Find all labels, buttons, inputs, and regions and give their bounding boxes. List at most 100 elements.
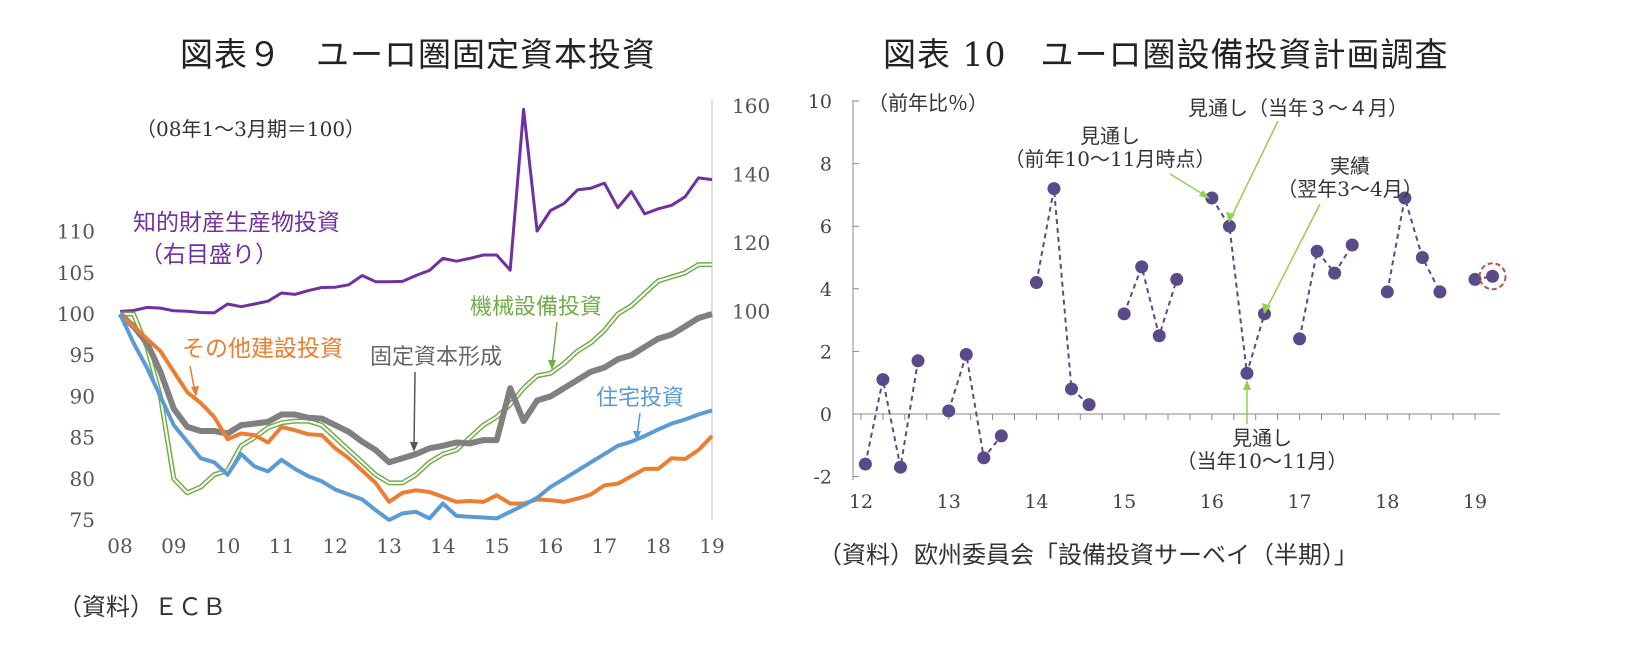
chart2-point [858, 457, 872, 471]
chart1-right-tick-label: 160 [732, 94, 770, 118]
chart2-annot-curr-arrow [1226, 212, 1235, 223]
chart1-right-tick-label: 140 [732, 163, 770, 187]
chart2-point [1486, 269, 1500, 283]
chart1-left-tick-label: 85 [70, 426, 95, 450]
chart2-point [1240, 366, 1254, 380]
chart2-x-tick-label: 19 [1463, 491, 1487, 513]
chart2-point [1135, 260, 1149, 274]
chart2-point [942, 404, 956, 418]
chart2-source: （資料）欧州委員会「設備投資サーベイ（半期）」 [818, 541, 1358, 569]
chart1-x-tick-label: 18 [645, 534, 670, 558]
chart2-dashed-line-4 [1211, 197, 1266, 374]
chart2-annot-actual-line2: （翌年3～4月） [1277, 177, 1422, 201]
chart2-point [1398, 191, 1412, 205]
chart2-annot-autumn-line2: （当年10～11月） [1177, 449, 1348, 473]
chart2-annot-autumn-line1: 見通し [1232, 426, 1292, 450]
chart1-x-tick-label: 13 [376, 534, 401, 558]
chart2-point [1345, 238, 1359, 252]
chart1-label-ip: 知的財産生産物投資 [133, 210, 340, 236]
chart2-annot-autumn-arrow [1243, 380, 1251, 390]
chart2-point [1082, 398, 1096, 412]
chart1-x-tick-label: 14 [430, 534, 455, 558]
chart1-left-tick-label: 110 [57, 220, 95, 244]
chart1-svg: 75 80 85 90 95 100 105 110 100 120 140 160 08 09 10 11 1… [57, 94, 770, 558]
chart1-leader-gfcf [413, 371, 416, 449]
chart2-x-tick-label: 18 [1375, 491, 1399, 513]
chart1-left-tick-label: 105 [57, 261, 95, 285]
chart1-leader-other-arrow [191, 386, 199, 397]
chart2-y-tick-label: 0 [820, 404, 832, 426]
chart2-point [977, 451, 991, 465]
chart2-title: 図表 10 ユーロ圏設備投資計画調査 [883, 35, 1449, 74]
chart2-point [911, 354, 925, 368]
chart2-point [1205, 191, 1219, 205]
chart2-annot-actual-leader [1265, 203, 1321, 311]
chart1-right-tick-label: 120 [732, 231, 770, 255]
chart2-annot-prev-line2: （前年10～11月時点） [1005, 147, 1216, 171]
chart1-x-tick-label: 12 [323, 534, 348, 558]
chart2-dashed-line-2 [1035, 188, 1090, 406]
chart1-left-tick-label: 75 [70, 508, 95, 532]
chart2-annot-prev-arrow [1199, 190, 1210, 199]
chart2-point [959, 348, 973, 362]
chart2-point [1029, 276, 1043, 290]
chart2-y-tick-label: 8 [820, 154, 832, 176]
chart1-subtitle: （08年1～3月期＝100） [136, 117, 365, 141]
chart1-x-tick-label: 16 [538, 534, 563, 558]
chart1-label-machinery: 機械設備投資 [470, 295, 602, 320]
chart2-highlight-circle [1478, 262, 1507, 291]
chart2-point [1222, 219, 1236, 233]
chart2-point [1117, 307, 1131, 321]
chart1-x-tick-label: 19 [699, 534, 724, 558]
chart2-dashed-line-3 [1123, 263, 1178, 340]
chart2-point [1047, 182, 1061, 196]
chart1-series-line-2 [117, 311, 713, 466]
chart2-point [1065, 382, 1079, 396]
chart2-point [876, 373, 890, 387]
chart1-label-other: その他建設投資 [182, 336, 343, 362]
chart1-left-tick-label: 95 [70, 343, 95, 367]
chart1-x-tick-label: 11 [269, 534, 294, 558]
chart2-point [1328, 266, 1342, 280]
chart1-left-tick-label: 80 [70, 467, 95, 491]
chart2-point [1468, 272, 1482, 286]
chart1-x-tick-label: 09 [161, 534, 186, 558]
chart2-x-tick-label: 13 [937, 491, 961, 513]
chart2-dashed-line-1 [947, 354, 1003, 461]
chart2-point [1257, 307, 1271, 321]
chart2-x-tick-label: 12 [849, 491, 873, 513]
chart2-point [1152, 329, 1166, 343]
chart1-label-ip-axis: （右目盛り） [140, 242, 278, 268]
chart2-dashed-line-5 [1298, 244, 1354, 340]
chart2-x-tick-label: 14 [1024, 491, 1048, 513]
chart2-annot-prev-line1: 見通し [1080, 124, 1140, 148]
chart1-source: （資料）ＥＣＢ [58, 593, 226, 621]
chart2-y-tick-label: 6 [820, 216, 832, 238]
chart1-series-line-4 [118, 313, 713, 522]
chart2-x-tick-label: 16 [1200, 491, 1224, 513]
chart2-point [1310, 244, 1324, 258]
chart1-right-tick-label: 100 [732, 300, 770, 324]
chart1-title: 図表９ ユーロ圏固定資本投資 [180, 35, 656, 74]
chart2-x-tick-label: 15 [1112, 491, 1136, 513]
chart2-annot-prev-leader [1169, 173, 1207, 197]
chart2-x-tick-label: 17 [1287, 491, 1311, 513]
chart2-point [1293, 332, 1307, 346]
chart2-annot-curr-leader [1229, 120, 1279, 221]
chart1-x-tick-label: 10 [215, 534, 240, 558]
chart2-y-tick-label: 10 [808, 91, 832, 113]
chart1-series-line-1-inner [120, 263, 712, 494]
chart2-point [1433, 285, 1447, 299]
chart1-x-tick-label: 17 [592, 534, 617, 558]
chart2-annot-actual-line1: 実績 [1330, 154, 1370, 178]
chart2-dashed-line-0 [864, 360, 919, 468]
chart2-annot-curr: 見通し（当年３～４月） [1188, 96, 1408, 120]
chart2-point [1170, 272, 1184, 286]
chart1-x-tick-label: 15 [484, 534, 509, 558]
chart2-y-tick-label: 4 [820, 279, 832, 301]
chart2-point [994, 429, 1008, 443]
chart1-leader-gfcf-arrow [410, 442, 418, 452]
chart2-point [893, 460, 907, 474]
chart1-leader-housing-arrow [633, 431, 641, 441]
